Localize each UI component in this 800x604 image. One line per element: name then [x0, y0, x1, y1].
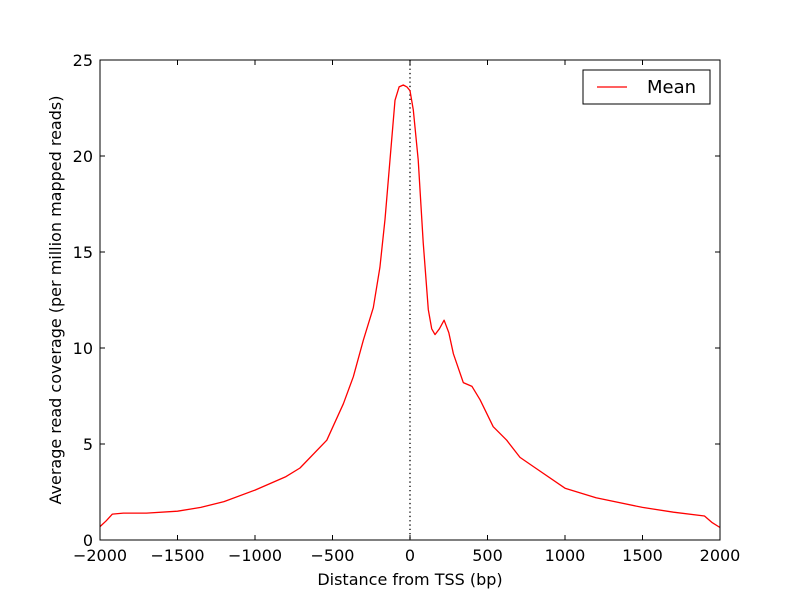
y-tick-label: 10: [73, 339, 93, 358]
y-tick-label: 0: [83, 531, 93, 550]
series-line-mean: [99, 84, 721, 529]
x-tick-label: −2000: [73, 546, 127, 565]
x-axis-label: Distance from TSS (bp): [317, 570, 502, 589]
axis-ticks: −2000 −1500 −1000 −500 0 500 1000 1500 2000 0 5 10 1…: [73, 51, 741, 565]
y-tick-label: 20: [73, 147, 93, 166]
x-tick-label: 500: [472, 546, 503, 565]
x-tick-label: 0: [405, 546, 415, 565]
y-axis-label: Average read coverage (per million mappe…: [46, 96, 65, 505]
x-tick-label: 1500: [622, 546, 663, 565]
y-tick-label: 15: [73, 243, 93, 262]
x-tick-label: −1000: [228, 546, 282, 565]
plot-frame: [99, 59, 721, 541]
legend: Mean: [582, 69, 711, 105]
x-tick-label: 2000: [700, 546, 741, 565]
x-tick-label: 1000: [545, 546, 586, 565]
y-tick-label: 5: [83, 435, 93, 454]
legend-label-mean: Mean: [647, 77, 696, 98]
x-tick-label: −500: [311, 546, 355, 565]
y-tick-label: 25: [73, 51, 93, 70]
x-tick-label: −1500: [150, 546, 204, 565]
